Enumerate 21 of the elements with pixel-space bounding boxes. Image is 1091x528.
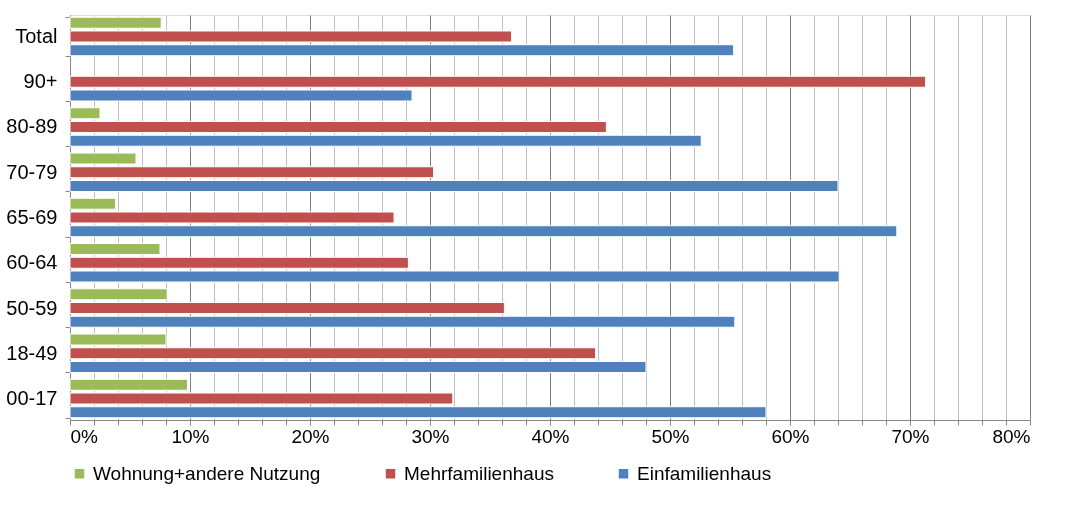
x-tick-label: 30% bbox=[411, 425, 450, 447]
x-tick-label: 0% bbox=[70, 425, 99, 447]
y-tick-label: 00-17 bbox=[6, 387, 58, 410]
x-tick-label: 20% bbox=[291, 425, 330, 447]
y-tick-label: 18-49 bbox=[6, 341, 58, 364]
y-tick-label: 90+ bbox=[23, 70, 58, 93]
y-tick-label: 50-59 bbox=[6, 296, 58, 319]
y-tick-label: 80-89 bbox=[6, 115, 58, 138]
x-tick-label: 40% bbox=[531, 425, 570, 447]
x-tick-label: 50% bbox=[651, 425, 690, 447]
y-tick-label: 65-69 bbox=[6, 206, 58, 228]
legend-label: Wohnung+andere Nutzung bbox=[93, 462, 321, 484]
y-tick-label: Total bbox=[15, 24, 58, 47]
x-tick-label: 80% bbox=[992, 425, 1031, 447]
legend-label: Einfamilienhaus bbox=[637, 462, 772, 484]
y-tick-label: 70-79 bbox=[6, 160, 58, 183]
y-tick-label: 60-64 bbox=[6, 251, 58, 274]
x-tick-label: 70% bbox=[891, 425, 930, 447]
x-tick-label: 10% bbox=[171, 425, 210, 447]
x-tick-label: 60% bbox=[771, 425, 810, 447]
legend-label: Mehrfamilienhaus bbox=[404, 462, 554, 484]
